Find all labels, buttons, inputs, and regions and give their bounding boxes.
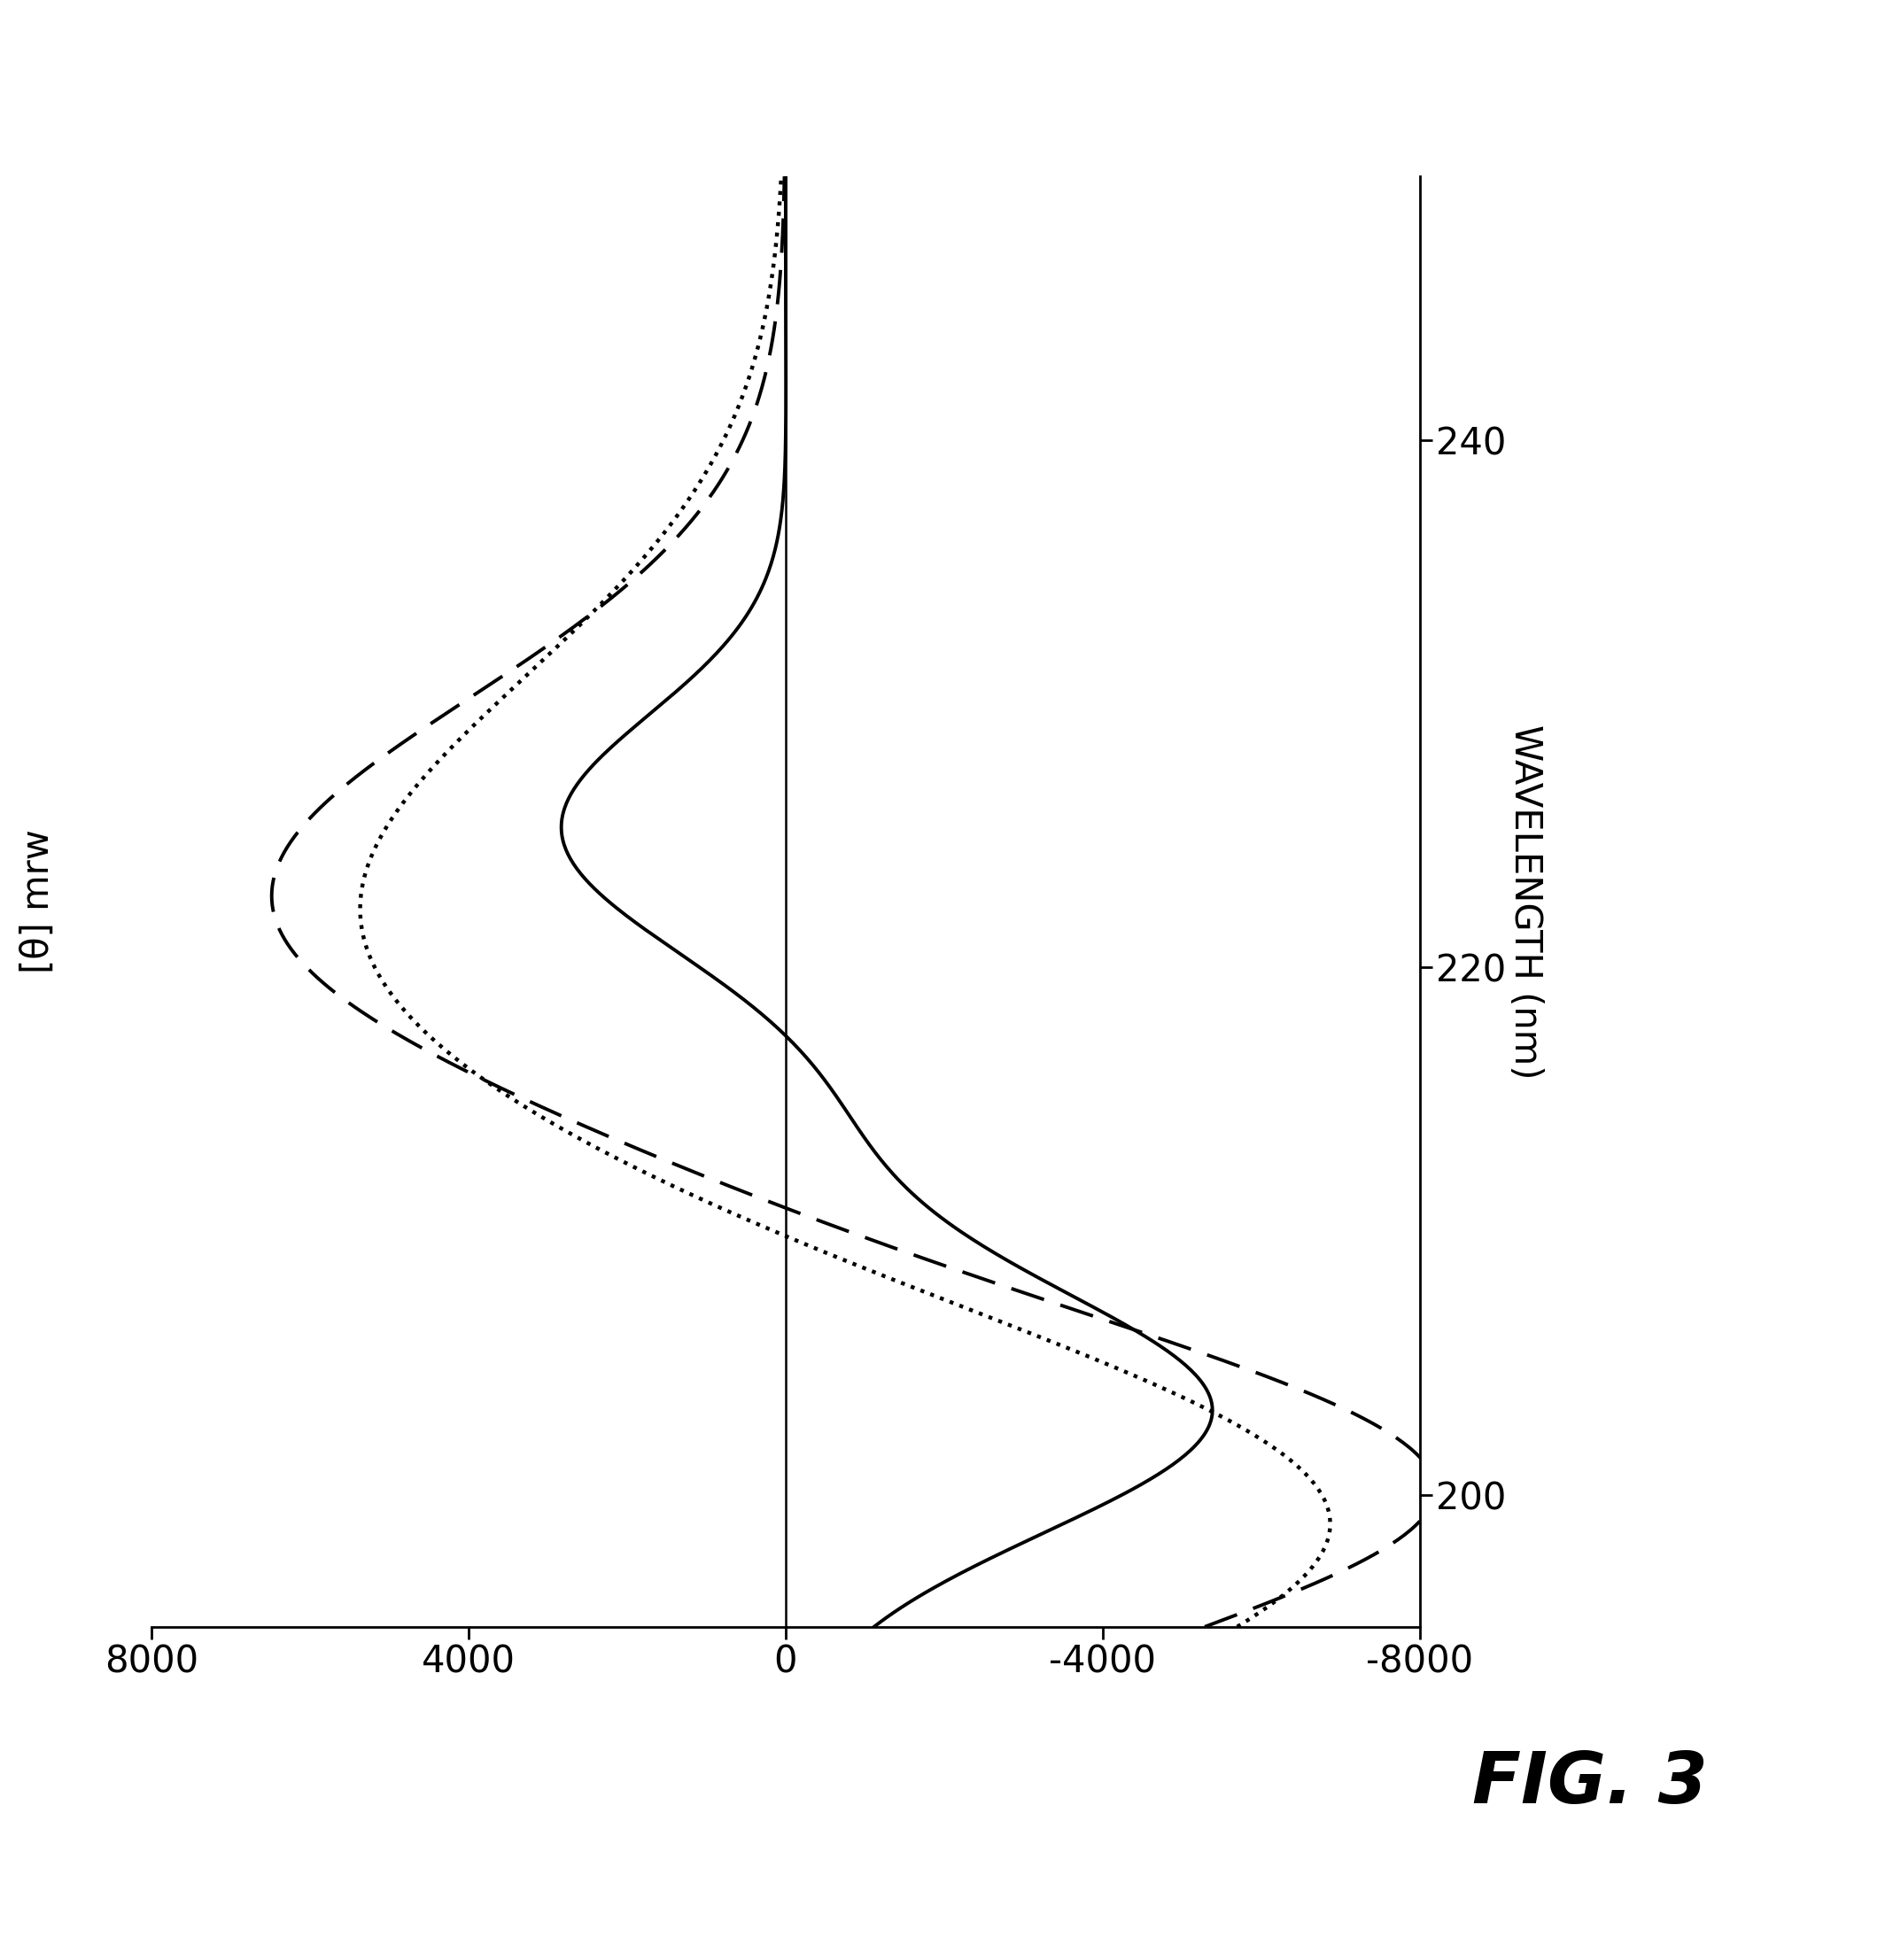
Y-axis label: WAVELENGTH (nm): WAVELENGTH (nm) xyxy=(1507,725,1543,1078)
Text: [θ] mrw: [θ] mrw xyxy=(19,829,57,974)
Text: FIG. 3: FIG. 3 xyxy=(1473,1748,1707,1819)
